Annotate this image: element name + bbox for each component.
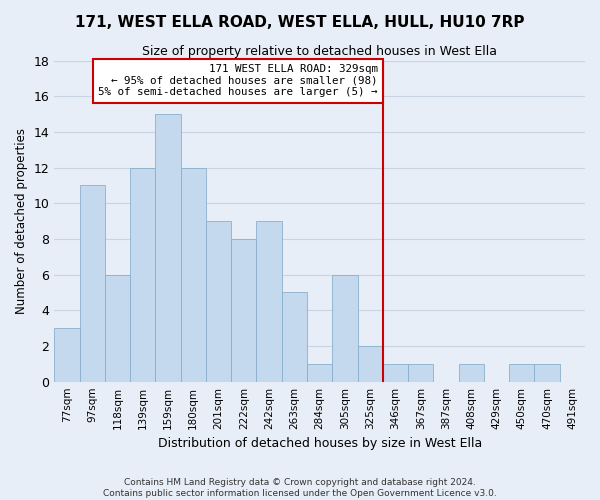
Bar: [54, 328, 80, 382]
Bar: [256, 221, 282, 382]
Title: Size of property relative to detached houses in West Ella: Size of property relative to detached ho…: [142, 45, 497, 58]
X-axis label: Distribution of detached houses by size in West Ella: Distribution of detached houses by size …: [158, 437, 482, 450]
Bar: [509, 364, 535, 382]
Bar: [105, 274, 130, 382]
Bar: [181, 168, 206, 382]
Bar: [408, 364, 433, 382]
Bar: [383, 364, 408, 382]
Bar: [155, 114, 181, 382]
Bar: [458, 364, 484, 382]
Text: 171, WEST ELLA ROAD, WEST ELLA, HULL, HU10 7RP: 171, WEST ELLA ROAD, WEST ELLA, HULL, HU…: [75, 15, 525, 30]
Bar: [80, 186, 105, 382]
Bar: [307, 364, 332, 382]
Bar: [358, 346, 383, 382]
Text: Contains HM Land Registry data © Crown copyright and database right 2024.
Contai: Contains HM Land Registry data © Crown c…: [103, 478, 497, 498]
Y-axis label: Number of detached properties: Number of detached properties: [15, 128, 28, 314]
Bar: [332, 274, 358, 382]
Bar: [282, 292, 307, 382]
Bar: [535, 364, 560, 382]
Bar: [130, 168, 155, 382]
Bar: [206, 221, 231, 382]
Text: 171 WEST ELLA ROAD: 329sqm
← 95% of detached houses are smaller (98)
5% of semi-: 171 WEST ELLA ROAD: 329sqm ← 95% of deta…: [98, 64, 378, 98]
Bar: [231, 239, 256, 382]
